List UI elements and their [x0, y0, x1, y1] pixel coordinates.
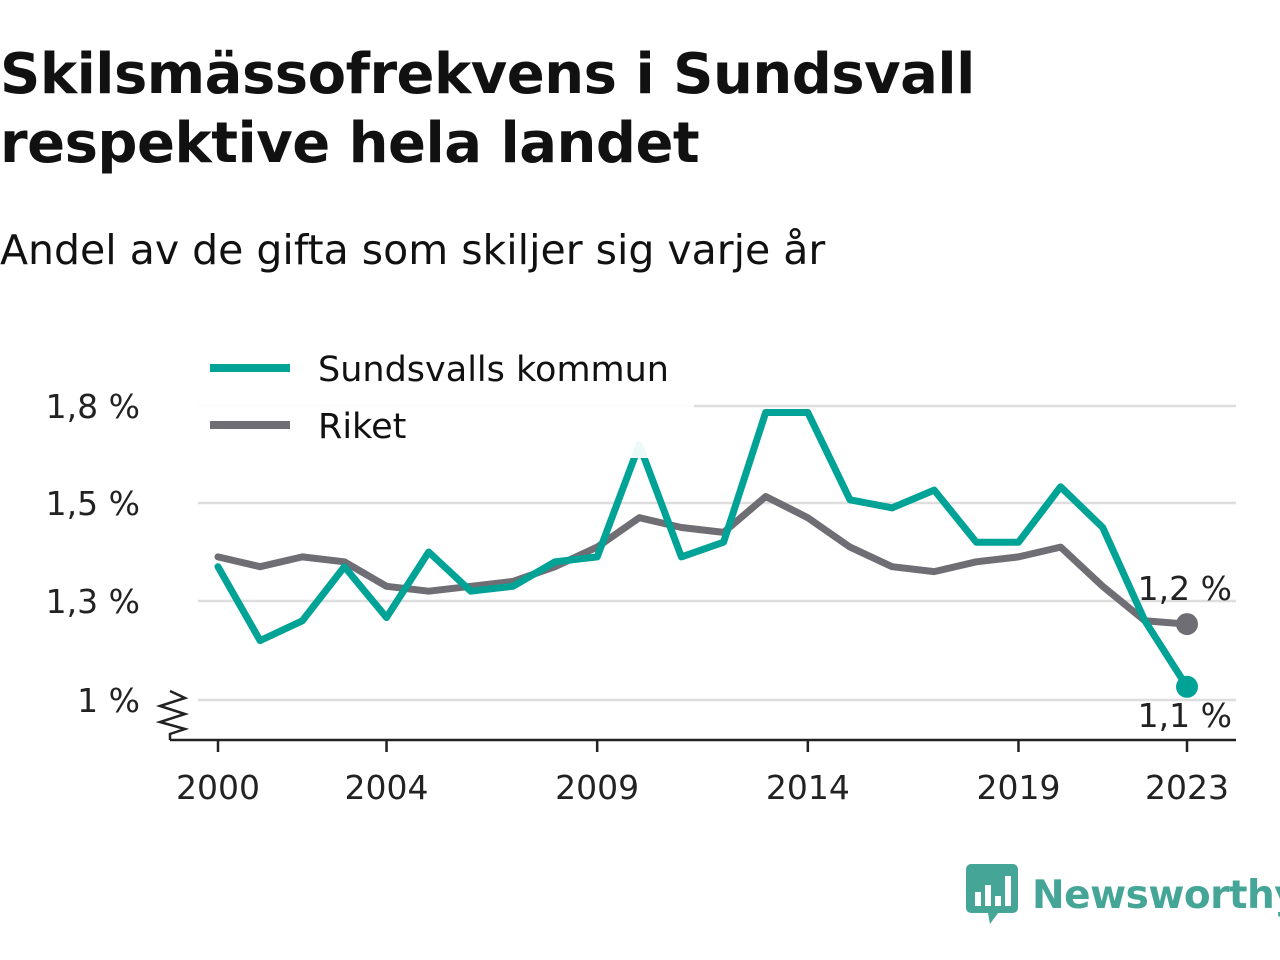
chart-title-line-2: respektive hela landet	[0, 111, 700, 176]
legend-entry-label: Sundsvalls kommun	[318, 350, 669, 390]
x-tick-label: 2004	[345, 768, 429, 807]
chart-title: Skilsmässofrekvens i Sundsvall respektiv…	[0, 40, 1240, 178]
legend: Sundsvalls kommun Riket	[196, 340, 694, 458]
end-value-label: 1,1 %	[1138, 696, 1232, 735]
y-tick-label: 1,3 %	[46, 582, 140, 621]
end-value-label: 1,2 %	[1138, 569, 1232, 608]
y-tick-label: 1,5 %	[46, 484, 140, 523]
axis-break-icon	[155, 689, 190, 740]
y-tick-label: 1 %	[77, 681, 140, 720]
legend-entry-label: Riket	[318, 407, 406, 447]
end-labels: 1,1 % 1,2 %	[1138, 569, 1232, 735]
chart-title-line-1: Skilsmässofrekvens i Sundsvall	[0, 42, 975, 107]
chart-subtitle: Andel av de gifta som skiljer sig varje …	[0, 226, 826, 274]
brand-logo: Newsworthy	[966, 862, 1280, 928]
series-lines	[214, 409, 1191, 691]
x-tick-label: 2000	[176, 768, 260, 807]
newsworthy-logo-icon	[966, 864, 1018, 924]
x-tick-label: 2009	[555, 768, 639, 807]
x-tick-label: 2014	[766, 768, 850, 807]
x-tick-label: 2023	[1145, 768, 1229, 807]
legend-background	[196, 340, 694, 458]
end-point	[1176, 675, 1198, 698]
x-tick-label: 2019	[976, 768, 1060, 807]
axes: 1,8 % 1,5 % 1,3 % 1 % 2000 2004 2009 2014 2019 20…	[46, 387, 1236, 807]
end-point	[1176, 613, 1198, 636]
series-line-sundsvalls-kommun	[214, 409, 1191, 691]
brand-name: Newsworthy	[1032, 872, 1280, 918]
y-tick-label: 1,8 %	[46, 387, 140, 426]
series-line-riket	[214, 493, 1191, 628]
